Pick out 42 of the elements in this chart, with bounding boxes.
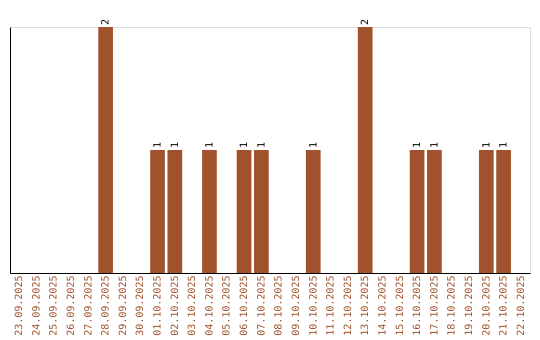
x-tick-label: 16.10.2025 [412,276,424,336]
x-tick-label: 14.10.2025 [377,276,388,336]
x-tick-label: 17.10.2025 [429,276,440,336]
x-tick-label: 23.09.2025 [14,276,26,336]
x-tick-label: 20.10.2025 [481,276,492,336]
x-tick-label: 18.10.2025 [446,276,458,336]
x-tick-label: 26.09.2025 [66,276,77,336]
x-tick-label: 01.10.2025 [152,276,164,336]
x-tick-label: 24.09.2025 [31,276,42,336]
data-label: 1 [152,142,164,148]
x-tick-label: 29.09.2025 [118,276,129,336]
x-tick-label: 07.10.2025 [256,276,268,336]
x-tick-label: 10.10.2025 [308,276,320,336]
x-tick-label: 12.10.2025 [342,276,354,336]
data-label: 1 [412,142,424,148]
x-tick-label: 02.10.2025 [170,276,181,336]
data-label: 1 [239,142,250,148]
data-label: 1 [429,142,440,148]
data-label: 1 [308,142,320,148]
x-tick-label: 25.09.2025 [48,276,60,336]
x-tick-label: 03.10.2025 [187,276,198,336]
x-tick-label: 22.10.2025 [516,276,527,336]
x-tick-label: 28.09.2025 [100,276,112,336]
x-tick-label: 08.10.2025 [274,276,285,336]
data-label: 1 [256,142,268,148]
x-tick-label: 19.10.2025 [464,276,475,336]
data-label: 1 [498,142,510,148]
data-label: 1 [481,142,492,148]
x-tick-label: 30.09.2025 [135,276,146,336]
x-tick-label: 13.10.2025 [360,276,372,336]
x-tick-label: 04.10.2025 [204,276,216,336]
data-label: 2 [100,18,112,25]
x-tick-label: 11.10.2025 [326,276,337,336]
x-tick-label: 27.09.2025 [83,276,94,336]
x-tick-label: 09.10.2025 [290,276,302,336]
data-label: 1 [170,142,181,148]
x-tick-label: 05.10.2025 [222,276,233,336]
x-tick-label: 15.10.2025 [394,276,406,336]
x-tick-label: 06.10.2025 [239,276,250,336]
data-label: 1 [204,142,216,148]
x-tick-label: 21.10.2025 [498,276,510,336]
data-label: 2 [360,18,372,25]
